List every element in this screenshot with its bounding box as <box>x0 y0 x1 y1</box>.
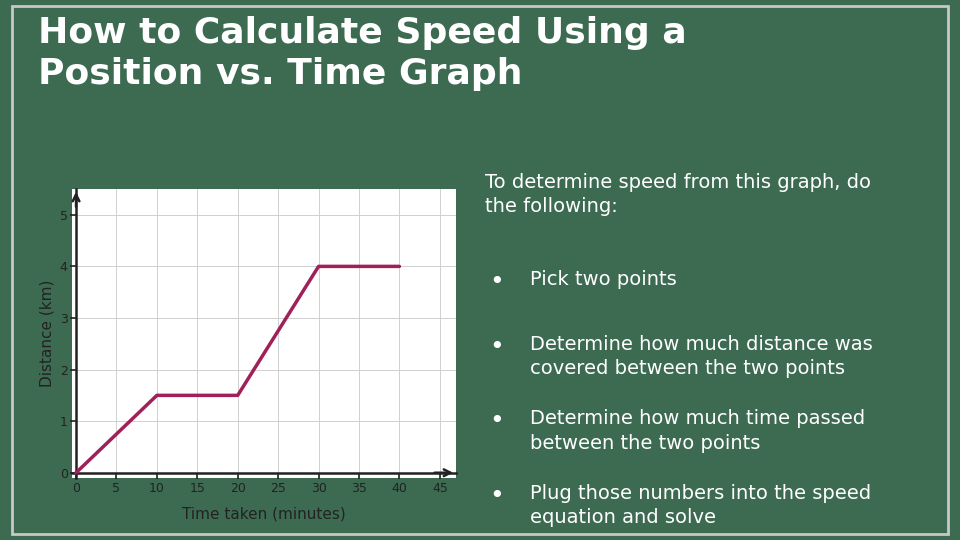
Text: •: • <box>490 484 504 508</box>
Text: Plug those numbers into the speed
equation and solve: Plug those numbers into the speed equati… <box>530 484 872 527</box>
Text: Pick two points: Pick two points <box>530 270 677 289</box>
Text: Determine how much distance was
covered between the two points: Determine how much distance was covered … <box>530 335 874 378</box>
Text: •: • <box>490 335 504 359</box>
Text: •: • <box>490 409 504 433</box>
Text: How to Calculate Speed Using a
Position vs. Time Graph: How to Calculate Speed Using a Position … <box>38 16 687 91</box>
X-axis label: Time taken (minutes): Time taken (minutes) <box>182 507 346 522</box>
Text: Determine how much time passed
between the two points: Determine how much time passed between t… <box>530 409 866 453</box>
Y-axis label: Distance (km): Distance (km) <box>39 280 54 387</box>
Text: •: • <box>490 270 504 294</box>
Text: To determine speed from this graph, do
the following:: To determine speed from this graph, do t… <box>485 173 871 216</box>
